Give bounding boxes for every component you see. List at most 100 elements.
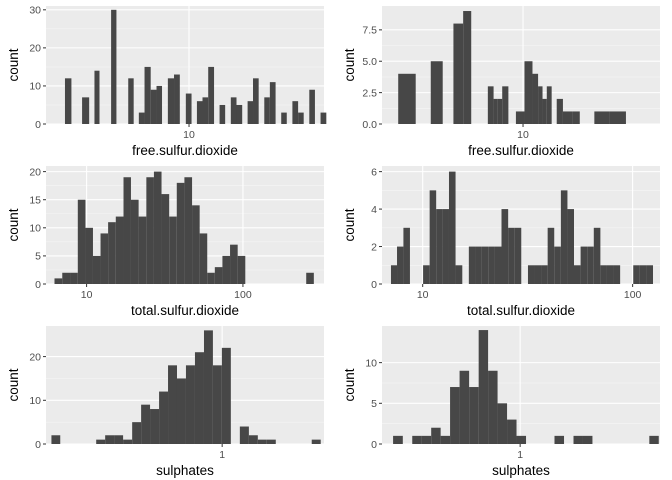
histogram-bar bbox=[502, 86, 509, 124]
histogram-bar bbox=[524, 61, 533, 124]
histogram-bar bbox=[108, 222, 116, 284]
histogram-bar bbox=[132, 422, 142, 444]
histogram-bar bbox=[488, 370, 498, 444]
histogram-bar bbox=[185, 365, 195, 444]
y-axis-title: count bbox=[342, 208, 357, 241]
histogram-bar bbox=[639, 265, 647, 284]
histogram-bar bbox=[70, 272, 78, 284]
histogram-bar bbox=[646, 265, 654, 284]
histogram-bar bbox=[236, 104, 243, 124]
y-axis-title: count bbox=[6, 368, 21, 401]
histogram-bar bbox=[554, 435, 565, 444]
histogram-bar bbox=[168, 365, 177, 444]
histogram-bar bbox=[174, 74, 180, 124]
histogram-bar bbox=[562, 111, 573, 124]
histogram-bar bbox=[208, 66, 215, 124]
y-axis-title: count bbox=[342, 368, 357, 401]
histogram-bar bbox=[153, 171, 162, 284]
histogram-bar bbox=[494, 246, 502, 284]
histogram-bar bbox=[292, 101, 299, 124]
histogram-bar bbox=[138, 216, 147, 284]
histogram-bar bbox=[507, 419, 517, 444]
x-tick-label: 10 bbox=[417, 289, 429, 301]
x-axis-title: total.sulfur.dioxide bbox=[131, 303, 239, 318]
histogram-bar bbox=[475, 246, 482, 284]
y-tick-label: 20 bbox=[29, 351, 41, 363]
histogram-bar bbox=[219, 104, 226, 124]
histogram-bar bbox=[144, 66, 151, 124]
histogram-bar bbox=[257, 439, 267, 444]
y-tick-label: 0 bbox=[371, 279, 377, 291]
histogram-svg: 0 5 10 1 sulphates count bbox=[342, 326, 660, 478]
histogram-bar bbox=[281, 112, 287, 124]
histogram-bar bbox=[613, 265, 621, 284]
chart-panel-1: 0 10 20 30 10 free.sulfur.dioxide count bbox=[0, 0, 336, 160]
chart-panel-2: 0.0 2.5 5.0 7.5 10 free.sulfur.dioxide count bbox=[336, 0, 672, 160]
chart-panel-3: 0 5 10 15 20 10 100 total.sulfur.dioxide count bbox=[0, 160, 336, 320]
histogram-bar bbox=[515, 111, 525, 124]
histogram-bar bbox=[51, 435, 61, 444]
histogram-bar bbox=[431, 427, 441, 444]
x-tick-label: 100 bbox=[234, 289, 252, 301]
y-tick-label: 30 bbox=[29, 5, 41, 17]
x-axis-title: total.sulfur.dioxide bbox=[467, 303, 575, 318]
histogram-bar bbox=[478, 330, 489, 444]
y-tick-label: 20 bbox=[29, 43, 41, 55]
histogram-bar bbox=[398, 73, 416, 124]
chart-panel-6: 0 5 10 1 sulphates count bbox=[336, 320, 672, 480]
histogram-bar bbox=[393, 435, 403, 444]
histogram-bar bbox=[222, 255, 231, 284]
y-tick-label: 0 bbox=[35, 279, 41, 291]
y-tick-label: 2 bbox=[371, 241, 377, 253]
histogram-svg: 0 2 4 6 10 100 total.sulfur.dioxide count bbox=[342, 166, 660, 318]
histogram-bar bbox=[442, 209, 449, 284]
histogram-bar bbox=[176, 182, 185, 284]
histogram-bar bbox=[560, 190, 568, 284]
histogram-bar bbox=[593, 227, 601, 284]
histogram-bar bbox=[508, 227, 515, 284]
histogram-svg: 0 5 10 15 20 10 100 total.sulfur.dioxide count bbox=[6, 166, 324, 318]
histogram-bar bbox=[264, 97, 270, 124]
y-tick-label: 6 bbox=[371, 166, 377, 178]
histogram-bar bbox=[459, 370, 470, 444]
x-axis-title: sulphates bbox=[156, 463, 214, 478]
histogram-bar bbox=[412, 435, 422, 444]
histogram-bar bbox=[606, 265, 614, 284]
histogram-bar bbox=[534, 265, 542, 284]
histogram-bar bbox=[77, 199, 86, 284]
x-axis-title: sulphates bbox=[492, 463, 550, 478]
histogram-bar bbox=[309, 89, 315, 124]
histogram-bar bbox=[85, 227, 93, 284]
histogram-bar bbox=[212, 365, 222, 444]
histogram-bar bbox=[298, 112, 304, 124]
histogram-bar bbox=[253, 78, 259, 124]
histogram-bar bbox=[403, 227, 410, 284]
histogram-bar bbox=[248, 435, 258, 444]
histogram-bar bbox=[161, 194, 170, 284]
histogram-bar bbox=[554, 246, 561, 284]
histogram-bar bbox=[237, 255, 246, 284]
histogram-bar bbox=[547, 227, 555, 284]
histogram-bar bbox=[546, 86, 552, 124]
histogram-bar bbox=[567, 209, 574, 284]
histogram-bar bbox=[128, 78, 134, 124]
histogram-bar bbox=[230, 97, 237, 124]
histogram-bar bbox=[184, 177, 193, 284]
histogram-bar bbox=[146, 177, 154, 284]
histogram-bar bbox=[230, 244, 238, 284]
histogram-bar bbox=[450, 387, 460, 444]
histogram-svg: 0.0 2.5 5.0 7.5 10 free.sulfur.dioxide count bbox=[342, 6, 660, 158]
histogram-bar bbox=[221, 347, 231, 444]
panel-background bbox=[382, 326, 660, 444]
histogram-bar bbox=[423, 265, 430, 284]
histogram-bar bbox=[649, 435, 659, 444]
histogram-svg: 0 10 20 30 10 free.sulfur.dioxide count bbox=[6, 5, 327, 158]
chart-panel-4: 0 2 4 6 10 100 total.sulfur.dioxide count bbox=[336, 160, 672, 320]
histogram-bar bbox=[538, 86, 543, 124]
histogram-bar bbox=[199, 233, 208, 284]
histogram-bar bbox=[573, 435, 583, 444]
y-axis-title: count bbox=[6, 48, 21, 81]
histogram-bar bbox=[488, 246, 495, 284]
histogram-bar bbox=[202, 97, 209, 124]
histogram-bar bbox=[94, 70, 100, 124]
